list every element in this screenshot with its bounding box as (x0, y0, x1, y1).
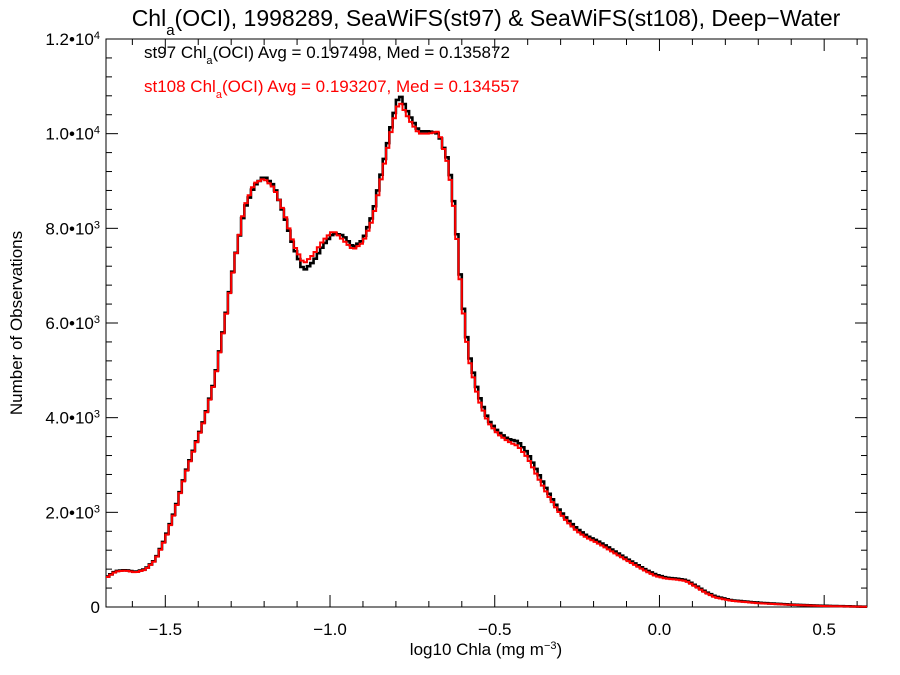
series-st108-histogram (106, 102, 867, 608)
annotation-st108-subscript: a (216, 89, 223, 101)
y-tick-label-mantissa: 1.0•10 (45, 125, 94, 144)
y-tick-label-exponent: 3 (94, 219, 100, 231)
plot-frame (105, 38, 868, 608)
y-tick-label-mantissa: 4.0•10 (45, 409, 94, 428)
series-layer (106, 95, 867, 609)
chart-title-prefix: Chl (132, 5, 167, 31)
y-tick-label: 1.2•104 (45, 30, 100, 49)
chart-title: Chla(OCI), 1998289, SeaWiFS(st97) & SeaW… (132, 5, 841, 39)
annotation-st108-prefix: st108 Chl (144, 77, 216, 96)
x-tick-label: 0.5 (812, 620, 836, 639)
annotation-st108: st108 Chla(OCI) Avg = 0.193207, Med = 0.… (144, 77, 519, 101)
y-tick-label-mantissa: 8.0•10 (45, 219, 94, 238)
x-axis-label: log10 Chla (mg m−3) (410, 640, 562, 659)
x-tick-label: −1.5 (149, 620, 183, 639)
y-tick-label: 8.0•103 (45, 219, 100, 238)
annotation-st97-subscript: a (206, 55, 213, 67)
x-axis-label-sup: −3 (544, 640, 557, 652)
chart-title-suffix: (OCI), 1998289, SeaWiFS(st97) & SeaWiFS(… (175, 5, 841, 31)
y-tick-label-exponent: 4 (94, 125, 100, 137)
x-axis-label-end: ) (557, 640, 563, 659)
y-tick-label: 2.0•103 (45, 503, 100, 522)
y-tick-label: 0 (91, 598, 100, 617)
x-tick-label: −1.0 (313, 620, 347, 639)
y-tick-label-exponent: 4 (94, 30, 100, 42)
y-tick-label-mantissa: 0 (91, 598, 100, 617)
x-tick-label: 0.0 (648, 620, 672, 639)
y-tick-label: 6.0•103 (45, 314, 100, 333)
annotation-st108-suffix: (OCI) Avg = 0.193207, Med = 0.134557 (222, 77, 519, 96)
y-tick-label-exponent: 3 (94, 409, 100, 421)
y-tick-label-mantissa: 1.2•10 (45, 30, 94, 49)
y-axis-label: Number of Observations (7, 231, 26, 415)
y-tick-label: 1.0•104 (45, 125, 100, 144)
annotation-st97: st97 Chla(OCI) Avg = 0.197498, Med = 0.1… (144, 43, 510, 67)
annotation-st97-prefix: st97 Chl (144, 43, 206, 62)
y-tick-label-exponent: 3 (94, 503, 100, 515)
y-tick-label-mantissa: 2.0•10 (45, 503, 94, 522)
y-tick-label-exponent: 3 (94, 314, 100, 326)
x-ticks: −1.5 −1.0 −0.5 0.0 0.5 (131, 39, 858, 639)
y-tick-label: 4.0•103 (45, 409, 100, 428)
y-ticks: 02.0•1034.0•1036.0•1038.0•1031.0•1041.2•… (45, 30, 867, 617)
y-tick-label-mantissa: 6.0•10 (45, 314, 94, 333)
x-tick-label: −0.5 (478, 620, 512, 639)
annotation-st97-suffix: (OCI) Avg = 0.197498, Med = 0.135872 (213, 43, 510, 62)
chart-title-subscript: a (166, 22, 175, 39)
x-axis-label-main: log10 Chla (mg m (410, 640, 544, 659)
